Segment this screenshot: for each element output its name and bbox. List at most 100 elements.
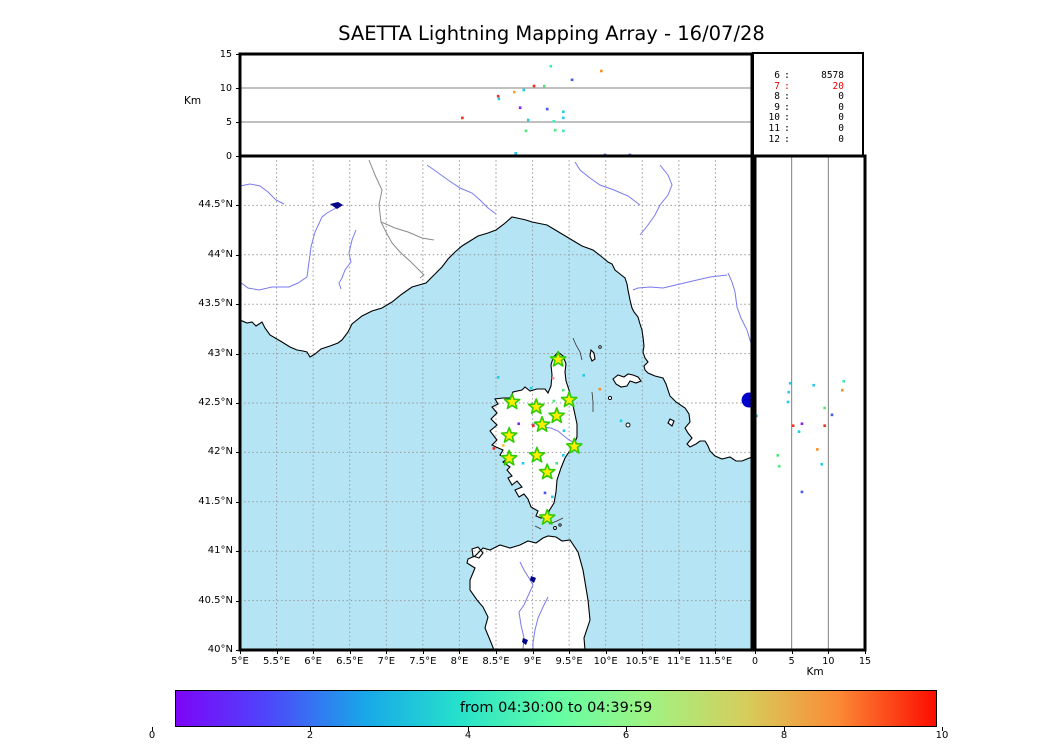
source-point (542, 84, 546, 88)
lon-tick-mark (642, 650, 644, 654)
river (338, 229, 357, 290)
lat-tick-label: 43.5°N (198, 298, 233, 310)
lat-tick-label: 42.5°N (198, 397, 233, 408)
panel-border (753, 154, 867, 652)
altitude-tick-label: 5 (788, 656, 795, 667)
lon-tick-mark (605, 650, 607, 654)
lat-tick-mark (236, 304, 240, 306)
altitude-tick-mark (236, 54, 240, 55)
colorbar-tick-label: 2 (306, 730, 314, 741)
lake (522, 638, 528, 645)
coastline (612, 373, 642, 388)
source-point (529, 386, 533, 390)
sea-line (591, 391, 594, 412)
source-point (518, 106, 522, 110)
source-point (551, 377, 555, 380)
coastline (589, 348, 596, 362)
lat-tick-mark (236, 650, 240, 651)
small-island (607, 395, 613, 401)
river (574, 161, 641, 206)
source-point (552, 399, 556, 403)
landmass-fill (467, 536, 590, 650)
station-count-row: 10:0 (768, 112, 844, 124)
lon-tick-label: 8°E (450, 656, 469, 667)
colorbar-tick-label: 8 (780, 730, 788, 741)
river (240, 207, 337, 291)
colorbar-tick-mark (626, 727, 627, 731)
lma-station-marker (549, 350, 567, 367)
altitude-vs-latitude-panel (753, 154, 867, 652)
colorbar-tick-label: 0 (148, 730, 156, 741)
colorbar-tick-mark (784, 727, 785, 731)
lon-tick-mark (386, 650, 388, 654)
source-point (776, 454, 780, 457)
sea-line (572, 337, 583, 361)
source-point (461, 116, 464, 120)
lat-tick-mark (236, 353, 240, 355)
altitude-tick-mark (236, 122, 240, 123)
source-point (800, 422, 804, 426)
altitude-tick-mark (236, 88, 240, 89)
river (518, 561, 534, 650)
lake (330, 202, 343, 209)
colorbar-tick-mark (152, 727, 153, 731)
altitude-tick-mark (865, 650, 866, 654)
map-panel (238, 154, 754, 652)
lma-station-marker (538, 463, 556, 480)
landmass-fill (613, 374, 641, 387)
country-border (368, 159, 425, 279)
source-point (496, 94, 500, 98)
lon-tick-label: 7°E (377, 656, 396, 667)
lon-tick-mark (422, 650, 424, 654)
plot-title: SAETTA Lightning Mapping Array - 16/07/2… (338, 22, 765, 45)
river (639, 164, 673, 236)
lat-tick-mark (236, 254, 240, 256)
source-point (526, 118, 530, 122)
source-point (492, 447, 496, 450)
source-point (812, 383, 815, 387)
source-point (570, 78, 574, 82)
source-point (521, 461, 525, 465)
lon-tick-mark (496, 650, 497, 654)
altitude-axis-label-top: Km (184, 95, 202, 107)
source-point (561, 129, 565, 133)
lat-tick-label: 40°N (207, 644, 233, 655)
source-point (545, 107, 549, 111)
river (727, 272, 752, 347)
lon-tick-label: 6.5°E (336, 656, 364, 667)
lon-tick-label: 9°E (523, 656, 542, 667)
small-island (553, 526, 557, 530)
station-stats-panel: 6:8578 7:20 8:0 9:0 10:0 11:0 12:0 (752, 52, 864, 158)
source-point (512, 90, 516, 94)
coastline (466, 535, 591, 650)
large-event-dot (741, 392, 752, 408)
lat-tick-mark (236, 452, 240, 454)
source-point (522, 88, 526, 92)
lat-tick-mark (236, 551, 240, 553)
lon-tick-mark (313, 650, 315, 654)
source-point (551, 495, 554, 499)
station-count-row: 7:20 (774, 80, 844, 92)
lon-tick-label: 5.5°E (262, 656, 291, 667)
source-point (823, 424, 826, 428)
station-count-row: 12:0 (768, 133, 844, 145)
source-point (496, 376, 500, 379)
lon-tick-label: 5°E (231, 656, 249, 667)
lat-tick-mark (236, 600, 240, 602)
source-point (555, 461, 559, 465)
coastline (667, 418, 675, 427)
colorbar-tick-mark (310, 727, 311, 731)
source-point (532, 424, 535, 428)
river (426, 164, 497, 215)
lon-tick-mark (715, 650, 717, 654)
source-point (532, 84, 536, 88)
source-point (561, 454, 565, 457)
lon-tick-mark (459, 650, 461, 654)
altitude-tick-label: 0 (751, 656, 759, 667)
lma-station-marker (533, 415, 551, 433)
lon-tick-label: 6°E (304, 656, 322, 667)
source-point (552, 120, 556, 123)
coastline (240, 156, 752, 462)
source-point (549, 64, 553, 68)
source-point (582, 374, 586, 377)
